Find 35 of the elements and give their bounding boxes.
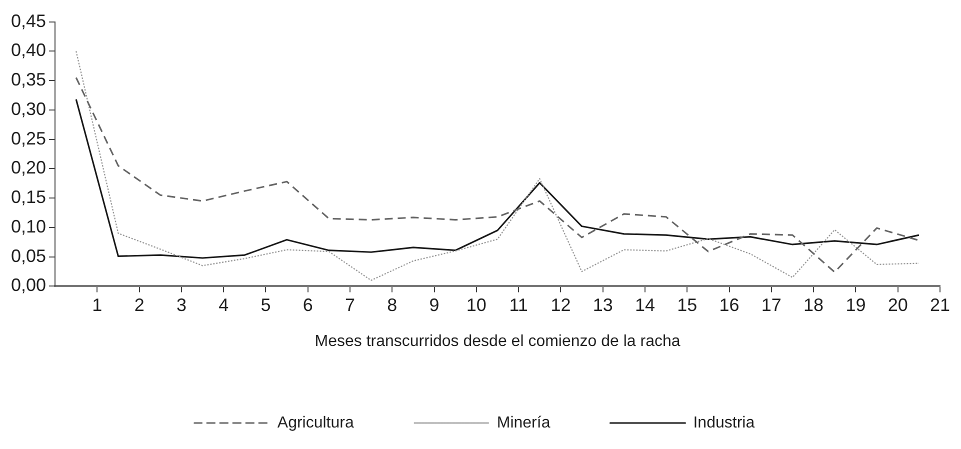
x-tick-label: 2 <box>134 294 144 315</box>
y-tick-label: 0,35 <box>10 70 46 90</box>
x-axis-title: Meses transcurridos desde el comienzo de la racha <box>314 332 680 350</box>
x-tick-label: 15 <box>677 294 698 315</box>
x-tick-label: 11 <box>509 294 528 315</box>
x-tick-label: 9 <box>429 294 440 315</box>
y-tick-label: 0,15 <box>10 187 46 208</box>
x-tick-label: 21 <box>930 294 950 315</box>
x-tick-label: 20 <box>888 294 908 315</box>
x-tick-label: 8 <box>387 294 398 315</box>
x-tick-label: 7 <box>345 294 356 315</box>
x-tick-label: 13 <box>592 294 613 315</box>
x-tick-label: 10 <box>466 294 486 315</box>
x-tick-label: 6 <box>302 294 313 315</box>
x-tick-label: 19 <box>846 294 866 315</box>
y-tick-label: 0,05 <box>10 246 46 266</box>
x-tick-label: 18 <box>804 294 824 315</box>
x-tick-label: 17 <box>761 294 782 315</box>
x-tick-label: 14 <box>634 294 656 315</box>
y-tick-label: 0,30 <box>10 98 46 119</box>
legend-label: Agricultura <box>277 414 354 432</box>
x-tick-label: 16 <box>719 294 740 315</box>
y-tick-label: 0,20 <box>10 158 46 178</box>
x-tick-label: 12 <box>550 294 571 315</box>
legend-label: Industria <box>693 414 755 432</box>
y-tick-label: 0,10 <box>10 216 46 236</box>
y-tick-label: 0,40 <box>10 40 46 60</box>
y-tick-label: 0,00 <box>10 275 46 296</box>
y-tick-label: 0,45 <box>10 10 46 31</box>
x-tick-label: 1 <box>92 294 102 315</box>
legend-label: Minería <box>496 414 550 432</box>
y-tick-label: 0,25 <box>10 128 46 148</box>
x-tick-label: 3 <box>176 294 186 315</box>
x-tick-label: 5 <box>260 294 271 315</box>
x-tick-label: 4 <box>218 294 229 315</box>
